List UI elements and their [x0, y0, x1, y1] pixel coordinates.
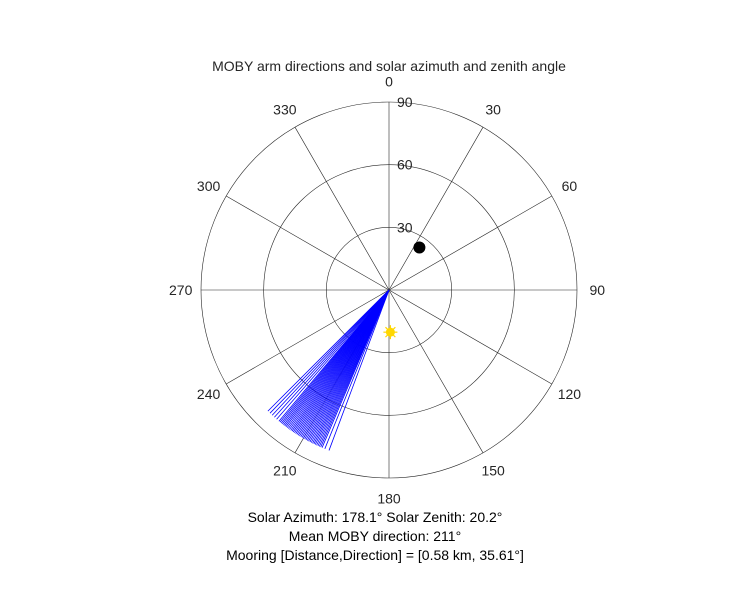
arm-line-37	[276, 289, 390, 420]
arm-line-41	[267, 289, 390, 412]
angle-tick-label-270: 270	[169, 282, 193, 298]
arm-line-36	[278, 289, 390, 422]
angle-gridline-120	[388, 289, 552, 385]
arm-line-0	[328, 289, 390, 451]
chart-title: MOBY arm directions and solar azimuth an…	[212, 58, 566, 74]
arm-line-39	[271, 289, 390, 416]
radius-gridcircle-90	[200, 101, 578, 479]
moby-direction-caption: Mean MOBY direction: 211°	[288, 528, 462, 544]
radius-tick-label-30: 30	[397, 219, 413, 235]
solar-caption: Solar Azimuth: 178.1° Solar Zenith: 20.2…	[247, 509, 503, 525]
angle-tick-label-300: 300	[197, 178, 221, 194]
markers	[383, 241, 426, 340]
arm-line-1	[324, 289, 390, 449]
angle-tick-label-330: 330	[273, 102, 297, 118]
angle-tick-label-150: 150	[481, 462, 505, 478]
angle-gridline-30	[388, 127, 484, 291]
arm-line-38	[274, 289, 390, 418]
sun-marker	[383, 325, 398, 340]
angle-tick-label-180: 180	[377, 490, 401, 506]
radius-gridcircle-60	[263, 164, 515, 416]
angle-tick-label-120: 120	[558, 386, 582, 402]
angle-tick-label-0: 0	[385, 74, 393, 90]
angle-gridline-150	[388, 289, 484, 453]
angle-gridline-330	[294, 127, 390, 291]
angle-tick-label-60: 60	[562, 178, 578, 194]
radius-tick-label-60: 60	[397, 157, 413, 173]
polar-grid	[200, 101, 578, 479]
angle-tick-label-240: 240	[197, 386, 221, 402]
radius-tick-label-90: 90	[397, 94, 413, 110]
angle-gridline-240	[226, 289, 390, 385]
mooring-caption: Mooring [Distance,Direction] = [0.58 km,…	[226, 547, 524, 563]
radius-gridcircle-30	[326, 227, 452, 353]
angle-tick-label-210: 210	[273, 462, 297, 478]
arm-line-40	[269, 289, 390, 414]
moby-arm-lines	[267, 289, 390, 451]
tick-labels: 0 30 60 90 120 150 180 210 240 270 300 330 30 60 90	[169, 74, 605, 507]
angle-gridline-60	[388, 195, 552, 291]
angle-gridline-300	[226, 195, 390, 291]
angle-tick-label-90: 90	[590, 282, 606, 298]
angle-tick-label-30: 30	[485, 102, 501, 118]
mooring-marker	[413, 241, 426, 254]
